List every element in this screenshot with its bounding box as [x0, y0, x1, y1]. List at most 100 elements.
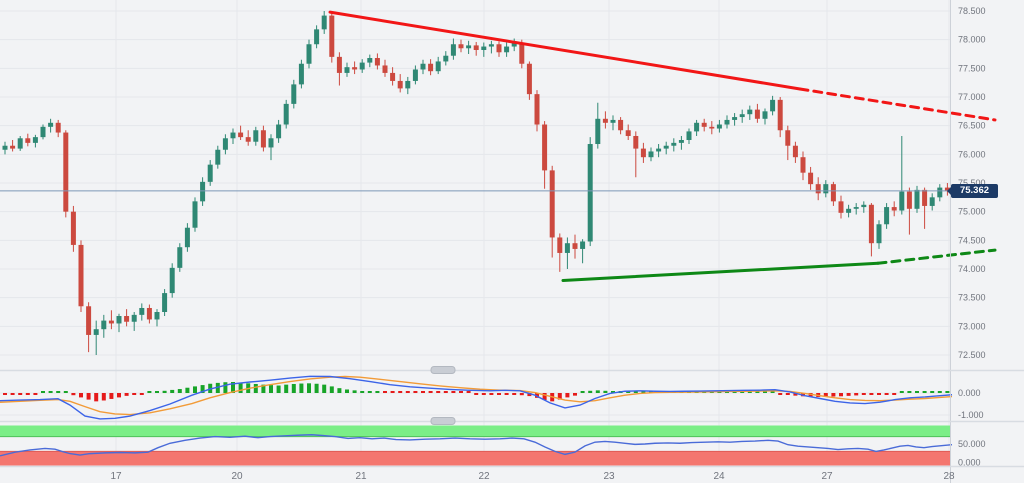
macd-histogram-bar	[86, 393, 91, 400]
candle-body	[701, 122, 707, 127]
rsi-oversold-band	[0, 451, 950, 466]
macd-histogram-bar	[542, 393, 547, 401]
macd-histogram-bar	[223, 382, 228, 393]
candle-body	[747, 109, 753, 115]
candle-body	[800, 157, 806, 173]
candle-body	[884, 207, 890, 225]
time-tick-label: 24	[713, 471, 725, 482]
candle-body	[937, 187, 943, 198]
macd-histogram-bar	[253, 383, 258, 393]
macd-histogram-bar	[611, 391, 615, 393]
candle-body	[192, 201, 198, 228]
macd-histogram-bar	[398, 391, 403, 393]
macd-histogram-bar	[71, 393, 76, 396]
candle-body	[215, 149, 221, 165]
macd-histogram-bar	[200, 385, 205, 393]
candle-body	[245, 137, 251, 142]
macd-histogram-bar	[269, 385, 273, 393]
macd-histogram-bar	[405, 391, 410, 393]
candles-layer	[2, 11, 950, 355]
candle-body	[716, 124, 722, 129]
candle-body	[48, 122, 54, 127]
price-tick-label: 72.500	[958, 350, 986, 360]
candle-body	[686, 131, 692, 140]
macd-histogram-bar	[603, 390, 608, 393]
candle-body	[108, 320, 114, 324]
candle-body	[466, 45, 472, 49]
time-tick-label: 28	[943, 471, 955, 482]
price-tick-label: 73.000	[958, 321, 986, 331]
candle-body	[116, 316, 122, 324]
candle-body	[291, 84, 297, 104]
price-tick-label: 75.000	[958, 207, 986, 217]
macd-histogram-bar	[793, 393, 798, 396]
macd-histogram-bar	[276, 385, 281, 393]
candle-body	[450, 44, 456, 56]
macd-histogram-bar	[94, 393, 99, 402]
candle-body	[504, 46, 510, 53]
macd-histogram-bar	[132, 393, 137, 395]
macd-histogram-bar	[10, 393, 15, 395]
macd-histogram-bar	[25, 393, 30, 395]
macd-histogram-bar	[884, 393, 889, 395]
macd-histogram-bar	[193, 386, 197, 393]
macd-histogram-bar	[360, 391, 365, 393]
current-price-value: 75.362	[959, 185, 990, 197]
macd-histogram-bar	[588, 390, 593, 393]
candle-body	[390, 72, 396, 81]
pane-resize-handle[interactable]	[430, 366, 456, 374]
macd-histogram-bar	[466, 391, 471, 393]
candle-body	[808, 172, 814, 185]
macd-histogram-bar	[147, 391, 152, 393]
candle-body	[146, 307, 152, 320]
macd-histogram-bar	[101, 393, 106, 401]
current-price-label: 75.362	[947, 183, 998, 198]
macd-histogram-bar	[421, 391, 425, 393]
macd-histogram-bar	[649, 391, 653, 393]
candle-body	[184, 227, 190, 248]
candle-body	[169, 267, 175, 294]
macd-histogram-bar	[79, 393, 83, 398]
candle-body	[2, 145, 8, 150]
macd-histogram-bar	[3, 393, 7, 395]
candle-body	[610, 119, 616, 123]
candle-body	[785, 130, 791, 146]
pane-resize-handle[interactable]	[430, 417, 456, 425]
macd-histogram-bar	[565, 393, 570, 398]
candle-body	[496, 44, 502, 53]
candle-body	[580, 241, 586, 249]
price-tick-label: 77.500	[958, 63, 986, 73]
macd-histogram-bar	[299, 383, 304, 393]
macd-histogram-bar	[778, 393, 783, 395]
resistance-trendline-projection[interactable]	[798, 87, 997, 122]
candle-body	[770, 99, 776, 112]
macd-histogram-bar	[329, 386, 334, 393]
candle-body	[511, 42, 517, 47]
price-tick-label: 76.500	[958, 121, 986, 131]
macd-histogram-bar	[155, 391, 159, 393]
price-tick-label: 76.000	[958, 149, 986, 159]
macd-histogram-bar	[443, 391, 448, 393]
support-trendline[interactable]	[561, 261, 880, 282]
support-trendline-projection[interactable]	[876, 248, 997, 265]
macd-histogram-bar	[846, 393, 851, 396]
price-tick-label: 77.000	[958, 92, 986, 102]
candle-body	[124, 316, 130, 322]
candle-body	[382, 65, 388, 73]
time-tick-label: 22	[478, 471, 490, 482]
candle-body	[55, 122, 61, 133]
candle-body	[640, 148, 646, 158]
candle-body	[336, 56, 342, 73]
macd-histogram-bar	[451, 391, 456, 393]
macd-histogram-bar	[185, 387, 190, 393]
macd-histogram-bar	[314, 383, 319, 393]
candle-body	[914, 189, 920, 209]
macd-histogram-bar	[231, 382, 235, 393]
candle-body	[238, 132, 244, 138]
candle-body	[352, 67, 358, 70]
macd-histogram-bar	[869, 393, 874, 395]
candle-body	[177, 247, 183, 268]
rsi-pane	[0, 425, 953, 466]
resistance-trendline[interactable]	[328, 10, 802, 91]
